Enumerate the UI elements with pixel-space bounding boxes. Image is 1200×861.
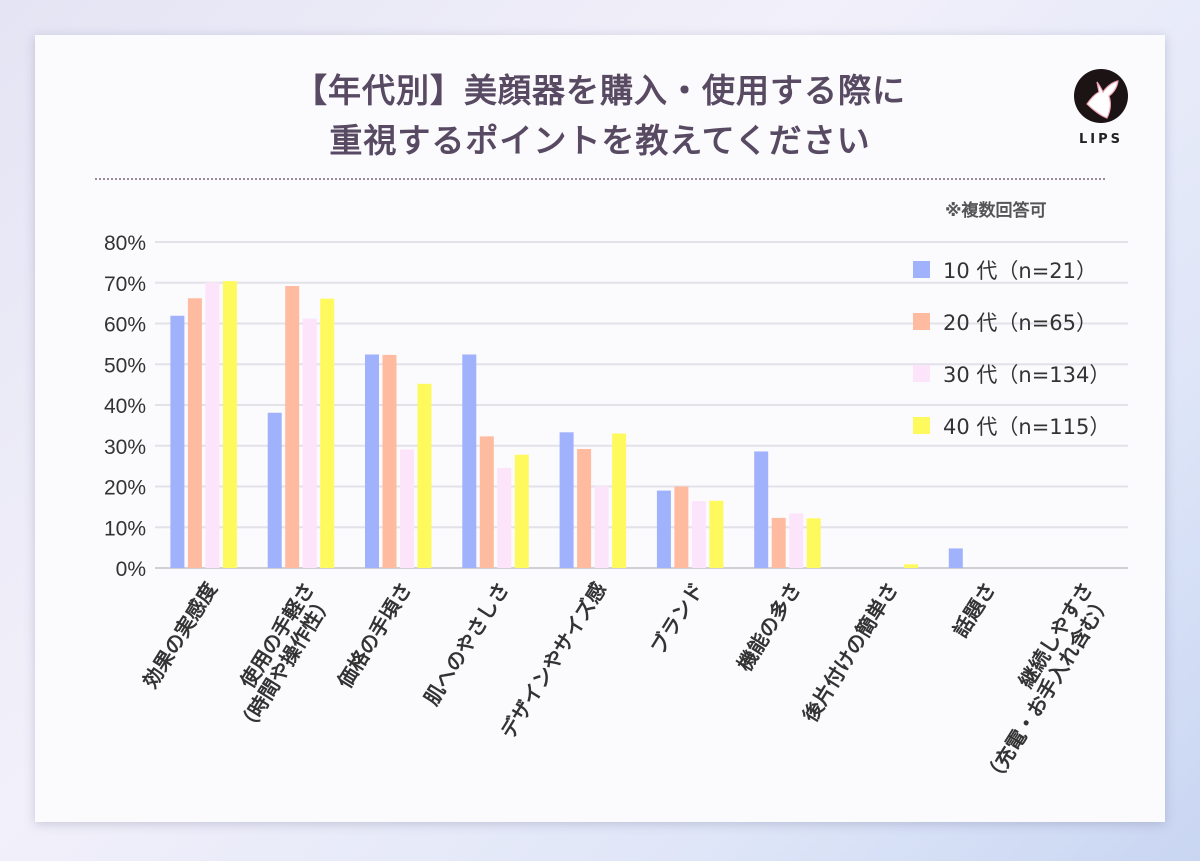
legend-label: 10 代（n=21） [943,259,1097,283]
x-tick-label-line: 効果の実感度 [138,577,222,692]
bar [594,486,609,568]
x-tick-label-line: 話題さ [948,578,1000,642]
x-tick-label-line: デザインやサイズ感 [496,578,611,743]
bar [789,513,804,568]
legend-swatch [913,417,930,434]
legend-swatch [913,261,930,278]
x-tick-label-line: 肌へのやさしさ [419,578,514,709]
bar [400,449,414,568]
deer-logo-icon [1074,69,1128,123]
x-tick-label-line: 価格の手頃さ [332,578,416,693]
y-tick-label: 40% [104,395,146,418]
lips-logo: LIPS [1073,68,1129,147]
bar [285,286,300,568]
legend-swatch [913,365,930,382]
logo-text: LIPS [1078,132,1123,147]
bar [417,383,432,568]
x-tick-label-line: 後片付けの簡単さ [798,578,903,726]
bar [320,298,335,568]
bar [806,518,821,568]
legend-label: 30 代（n=134） [943,363,1110,387]
x-tick-label-line: 機能の多さ [732,578,805,676]
x-tick-label-line: （充電・お手入れ含む） [979,590,1116,789]
y-tick-label: 30% [104,436,146,459]
multiple-answer-note: ※複数回答可 [945,201,1047,221]
bar [691,501,706,568]
y-tick-label: 20% [104,477,146,500]
bar [497,467,512,568]
bar [771,517,786,568]
y-tick-label: 50% [104,354,146,377]
bar [205,282,220,568]
bar [267,412,282,568]
legend-label: 20 代（n=65） [943,311,1097,335]
bar [948,548,963,568]
chart-title: 【年代別】美顔器を購入・使用する際に 重視するポイントを教えてください [0,66,1200,166]
bar [479,436,494,568]
bar [709,500,724,568]
bar [462,354,477,568]
y-tick-label: 0% [116,558,146,581]
x-tick-label: ブランド [646,578,709,659]
bar [674,486,689,568]
x-tick-label: 価格の手頃さ [332,578,416,693]
bar [222,281,237,568]
x-tick-label: デザインやサイズ感 [496,578,611,743]
x-tick-label: 機能の多さ [732,578,805,676]
x-tick-label: 使用の手軽さ（時間や操作性） [233,578,338,738]
y-tick-label: 10% [104,517,146,540]
title-line-2: 重視するポイントを教えてください [329,121,871,160]
x-tick-label-line: ブランド [646,578,709,659]
title-line-1: 【年代別】美顔器を購入・使用する際に [294,71,906,110]
bar [559,432,574,568]
legend-label: 40 代（n=115） [943,415,1110,439]
bar [754,451,769,568]
bar [514,454,529,568]
x-tick-label: 話題さ [948,578,1000,642]
bar [577,449,592,568]
x-tick-label: 肌へのやさしさ [419,578,514,709]
bar [904,564,918,568]
y-tick-label: 80% [104,232,146,255]
dotted-divider [95,178,1105,180]
y-tick-label: 60% [104,314,146,337]
legend-swatch [913,313,930,330]
bar [612,433,627,568]
x-tick-label: 効果の実感度 [138,577,222,692]
y-tick-label: 70% [104,273,146,296]
bar [302,318,317,568]
bar [382,354,397,568]
bar [187,298,202,568]
x-tick-label: 後片付けの簡単さ [798,578,903,726]
bar [170,315,185,568]
bar [656,490,671,568]
bar [365,354,379,568]
